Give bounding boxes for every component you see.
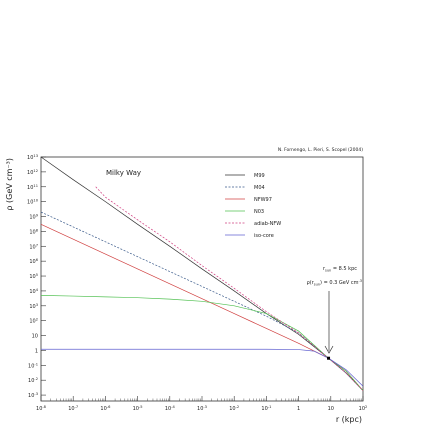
y-tick-label: 1012 xyxy=(27,169,38,176)
legend-label-adiab-nfw: adiab-NFW xyxy=(254,221,281,227)
y-tick-label: 1010 xyxy=(27,199,39,206)
x-tick-label: 10-3 xyxy=(197,405,207,412)
y-tick-label: 108 xyxy=(29,228,38,235)
x-tick-label: 1 xyxy=(297,406,300,412)
sun-density-exponent: -3 xyxy=(359,279,363,283)
legend-label-m99: M99 xyxy=(254,173,265,179)
y-tick-label: 1011 xyxy=(27,184,38,191)
x-tick-label: 10-6 xyxy=(100,405,111,412)
series-line-iso-core xyxy=(41,348,364,387)
y-tick-label: 105 xyxy=(29,273,38,280)
y-tick-label: 102 xyxy=(29,318,38,325)
x-tick-label: 10-8 xyxy=(36,405,47,412)
series-layer xyxy=(40,156,364,391)
x-tick-label: 10-1 xyxy=(261,405,271,412)
sun-density-text: ρ(rsun) = 0.3 GeV cm-3 xyxy=(307,279,362,287)
y-axis-ticks: 10-3 10-2 10-1 1 10 102 103 104 105 106 107 108 109 1… xyxy=(27,154,46,399)
sun-arrow-head xyxy=(324,345,334,354)
x-tick-label: 10-5 xyxy=(133,405,143,412)
x-tick-label: 10-4 xyxy=(165,405,176,412)
y-tick-label: 107 xyxy=(29,243,38,250)
legend-label-n03: N03 xyxy=(254,209,264,215)
y-tick-label: 10-1 xyxy=(28,362,38,369)
sun-radius-subscript: sun xyxy=(325,269,331,273)
x-tick-label: 10 xyxy=(328,406,334,412)
x-tick-label: 10-7 xyxy=(68,405,78,412)
series-line-adiab-nfw xyxy=(95,186,364,391)
legend: M99 M04 NFW97 N03 adiab-NFW iso-core xyxy=(225,173,281,239)
series-line-m99 xyxy=(40,156,364,391)
x-axis-ticks: 10-8 10-7 10-6 10-5 10-4 10-3 10-2 10-1 1 10 102 xyxy=(36,396,367,412)
y-tick-label: 103 xyxy=(29,303,38,310)
y-axis-label: ρ (GeV cm⁻³) xyxy=(5,158,14,211)
plot-frame xyxy=(40,156,364,402)
x-tick-label: 10-2 xyxy=(229,405,239,412)
x-tick-label: 102 xyxy=(359,405,368,412)
sun-density-subscript: sun xyxy=(314,283,320,287)
legend-label-m04: M04 xyxy=(254,185,265,191)
y-tick-label: 106 xyxy=(29,258,38,265)
sun-annotation: rsun = 8.5 kpc ρ(rsun) = 0.3 GeV cm-3 xyxy=(307,266,362,354)
sun-marker xyxy=(327,356,331,360)
milky-way-label: Milky Way xyxy=(106,169,141,177)
sun-radius-text: rsun = 8.5 kpc xyxy=(323,266,357,273)
x-axis-label: r (kpc) xyxy=(336,415,362,424)
y-tick-label: 10-3 xyxy=(28,392,38,399)
y-tick-label: 10 xyxy=(32,334,38,340)
series-line-n03 xyxy=(40,295,364,391)
y-tick-label: 104 xyxy=(29,288,38,295)
legend-label-iso-core: iso-core xyxy=(254,233,274,239)
y-tick-label: 109 xyxy=(29,214,38,221)
y-tick-label: 1 xyxy=(35,348,38,354)
series-line-nfw97 xyxy=(40,223,364,391)
y-tick-label: 10-2 xyxy=(28,377,38,384)
y-tick-label: 1013 xyxy=(27,154,38,161)
legend-label-nfw97: NFW97 xyxy=(254,197,272,203)
credit-text: N. Fornengo, L. Pieri, S. Scopel (2004) xyxy=(278,147,363,153)
